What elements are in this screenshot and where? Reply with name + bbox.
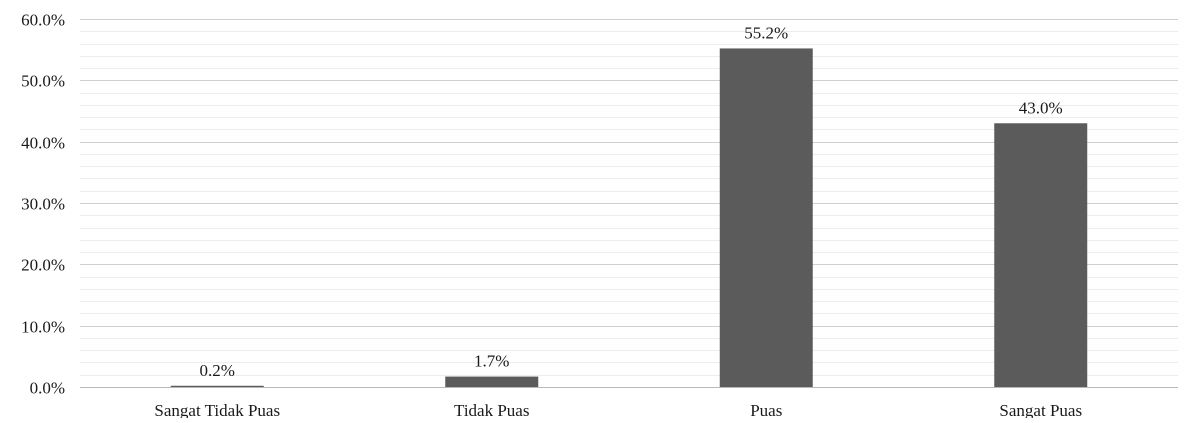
y-tick-label: 40.0%: [21, 134, 65, 153]
bar-sangat-puas: [994, 123, 1088, 388]
y-tick-label: 50.0%: [21, 72, 65, 91]
x-category-label: Sangat Tidak Puas: [154, 401, 280, 418]
y-tick-label: 60.0%: [21, 11, 65, 30]
data-label: 1.7%: [474, 352, 509, 371]
x-category-label: Sangat Puas: [999, 401, 1082, 418]
y-tick-label: 10.0%: [21, 318, 65, 337]
y-tick-label: 20.0%: [21, 256, 65, 275]
x-category-label: Puas: [750, 401, 782, 418]
y-tick-label: 0.0%: [30, 379, 65, 398]
label-layer: 0.0% 10.0% 20.0% 30.0% 40.0% 50.0% 60.0% 0.2% Sa…: [21, 11, 1082, 421]
data-label: 0.2%: [200, 361, 235, 380]
x-category-label: Tidak Puas: [454, 401, 529, 418]
bar-layer: [170, 48, 1088, 388]
data-label: 55.2%: [744, 23, 788, 42]
bar-puas: [719, 48, 813, 387]
bar-tidak-puas: [445, 376, 539, 387]
y-tick-label: 30.0%: [21, 195, 65, 214]
data-label: 43.0%: [1019, 98, 1063, 117]
bar-sangat-tidak-puas: [170, 385, 264, 387]
